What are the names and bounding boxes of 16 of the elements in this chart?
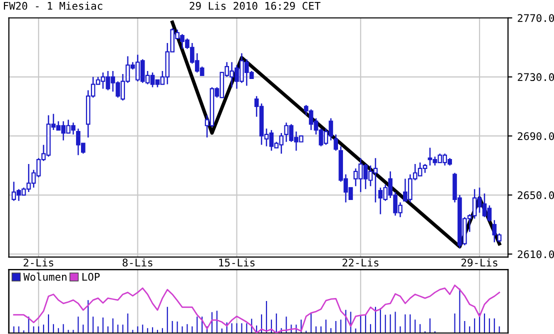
y-tick-label: 2690.0 [518,132,554,140]
legend-label: LOP [82,272,100,281]
legend-label: Wolumen [23,272,66,281]
x-tick-label: 22-Lis [342,258,378,267]
candlestick [334,134,338,152]
chart-title: FW20 - 1 Miesiac [4,2,102,10]
line-series [170,20,502,248]
x-tick-label: 29-Lis [461,258,498,267]
x-tick-label: 2-Lis [24,258,54,267]
chart-subtitle: 29 Lis 2010 16:29 CET [190,2,320,10]
y-tick-label: 2650.0 [518,191,554,200]
x-tick-label: 15-Lis [219,258,255,267]
y-tick-label: 2730.0 [518,73,554,82]
y-tick-label: 2770.0 [518,14,554,22]
y-tick-label: 2610.0 [518,250,554,258]
x-tick-label: 8-Lis [122,258,152,267]
